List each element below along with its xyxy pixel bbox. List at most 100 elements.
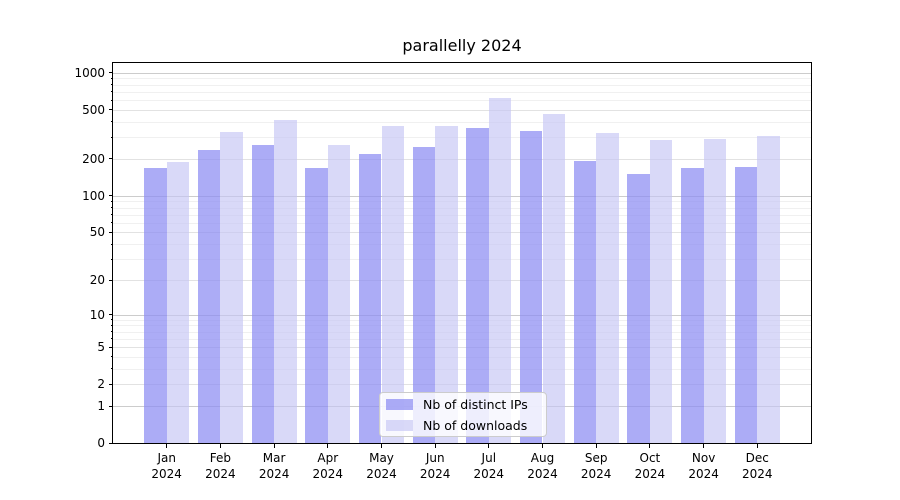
bar-downloads-nov [703, 139, 727, 443]
x-tick-mark [488, 444, 490, 448]
y-tick-mark [108, 314, 113, 316]
plot-canvas [113, 63, 811, 443]
x-tick-label: Feb 2024 [188, 451, 252, 482]
bar-downloads-aug [542, 113, 566, 443]
x-tick-label: Nov 2024 [672, 451, 736, 482]
bar-downloads-apr [327, 144, 351, 443]
y-minor-tick-mark [110, 207, 113, 209]
legend-item-downloads: Nb of downloads [386, 417, 540, 434]
x-tick-label-line: Apr [317, 451, 339, 465]
minor-gridline [113, 100, 811, 102]
y-tick-mark [108, 405, 113, 407]
x-tick-label-line: 2024 [688, 466, 719, 481]
bar-distinct-ips-oct [627, 174, 650, 443]
x-tick-label-line: 2024 [419, 466, 451, 481]
y-tick-mark [108, 195, 113, 197]
y-minor-tick-mark [110, 368, 113, 370]
y-tick-label: 1000 [74, 65, 105, 80]
bar-downloads-may [381, 126, 405, 443]
x-tick-label: Aug 2024 [511, 451, 575, 482]
y-tick-label: 0 [97, 436, 105, 451]
y-tick-label: 100 [82, 188, 105, 203]
x-tick-label: Dec 2024 [725, 451, 789, 482]
minor-gridline [113, 84, 811, 86]
minor-gridline [113, 78, 811, 80]
x-tick-label-line: Dec [745, 451, 769, 465]
x-tick-mark [756, 444, 758, 448]
major-gridline [113, 72, 811, 74]
y-minor-tick-mark [110, 136, 113, 138]
bar-distinct-ips-apr [305, 168, 328, 443]
bar-downloads-jun [435, 125, 458, 443]
major-gridline [113, 109, 811, 111]
bar-distinct-ips-may [358, 154, 382, 443]
y-tick-label: 200 [82, 151, 105, 166]
x-tick-label-line: Jan [157, 451, 176, 465]
x-tick-mark [703, 444, 705, 448]
bar-distinct-ips-feb [197, 150, 221, 443]
chart-title: parallelly 2024 [402, 36, 522, 55]
y-minor-tick-mark [110, 214, 113, 216]
bar-downloads-jul [488, 97, 512, 443]
x-tick-label-line: Jul [481, 451, 497, 465]
bar-downloads-mar [274, 120, 297, 443]
minor-gridline [113, 91, 811, 93]
y-minor-tick-mark [110, 222, 113, 224]
x-tick-label: Sep 2024 [564, 451, 628, 482]
minor-gridline [113, 319, 811, 321]
major-gridline [113, 195, 811, 197]
major-gridline [113, 314, 811, 316]
x-tick-label-line: 2024 [312, 466, 344, 481]
legend: Nb of distinct IPs Nb of downloads [379, 392, 547, 437]
x-tick-label-line: 2024 [527, 466, 558, 481]
downloads-swatch-icon [386, 419, 413, 431]
x-tick-mark [649, 444, 651, 448]
x-tick-label-line: 2024 [580, 466, 612, 481]
y-minor-tick-mark [110, 99, 113, 101]
x-tick-label-line: 2024 [258, 466, 290, 481]
minor-gridline [113, 201, 811, 203]
bar-downloads-sep [596, 132, 619, 443]
x-tick-label-line: 2024 [151, 466, 182, 481]
y-tick-label: 2 [97, 377, 105, 392]
bar-downloads-dec [757, 135, 780, 443]
bar-distinct-ips-jan [144, 168, 167, 443]
x-tick-label-line: Jun [425, 451, 445, 465]
bar-distinct-ips-jun [412, 146, 436, 443]
minor-gridline [113, 244, 811, 246]
y-minor-tick-mark [110, 84, 113, 86]
y-minor-tick-mark [110, 77, 113, 79]
x-tick-mark [434, 444, 436, 448]
major-gridline [113, 158, 811, 160]
x-tick-label: Jan 2024 [135, 451, 199, 482]
y-tick-label: 1 [97, 399, 105, 413]
minor-gridline [113, 356, 811, 358]
y-tick-label: 10 [89, 307, 105, 322]
x-tick-label: Mar 2024 [242, 451, 306, 482]
bar-distinct-ips-mar [251, 144, 275, 443]
major-gridline [113, 384, 811, 386]
minor-gridline [113, 368, 811, 370]
bar-downloads-feb [220, 131, 243, 443]
y-tick-mark [108, 346, 113, 348]
y-tick-mark [108, 72, 113, 74]
x-tick-mark [273, 444, 275, 448]
y-tick-mark [108, 442, 113, 444]
x-tick-mark [327, 444, 329, 448]
y-tick-mark [108, 279, 113, 281]
bar-distinct-ips-dec [734, 167, 758, 443]
x-tick-mark [595, 444, 597, 448]
x-tick-label: Oct 2024 [618, 451, 682, 482]
x-tick-label: May 2024 [350, 451, 414, 482]
bar-distinct-ips-sep [573, 160, 597, 443]
y-minor-tick-mark [110, 338, 113, 340]
x-tick-mark [219, 444, 221, 448]
major-gridline [113, 347, 811, 349]
minor-gridline [113, 338, 811, 340]
x-tick-label: Jul 2024 [457, 451, 521, 482]
y-tick-label: 20 [89, 273, 105, 287]
x-tick-label-line: Nov [691, 451, 716, 465]
x-tick-mark [166, 444, 168, 448]
legend-label-downloads: Nb of downloads [423, 417, 528, 433]
distinct-ips-swatch-icon [386, 398, 413, 410]
